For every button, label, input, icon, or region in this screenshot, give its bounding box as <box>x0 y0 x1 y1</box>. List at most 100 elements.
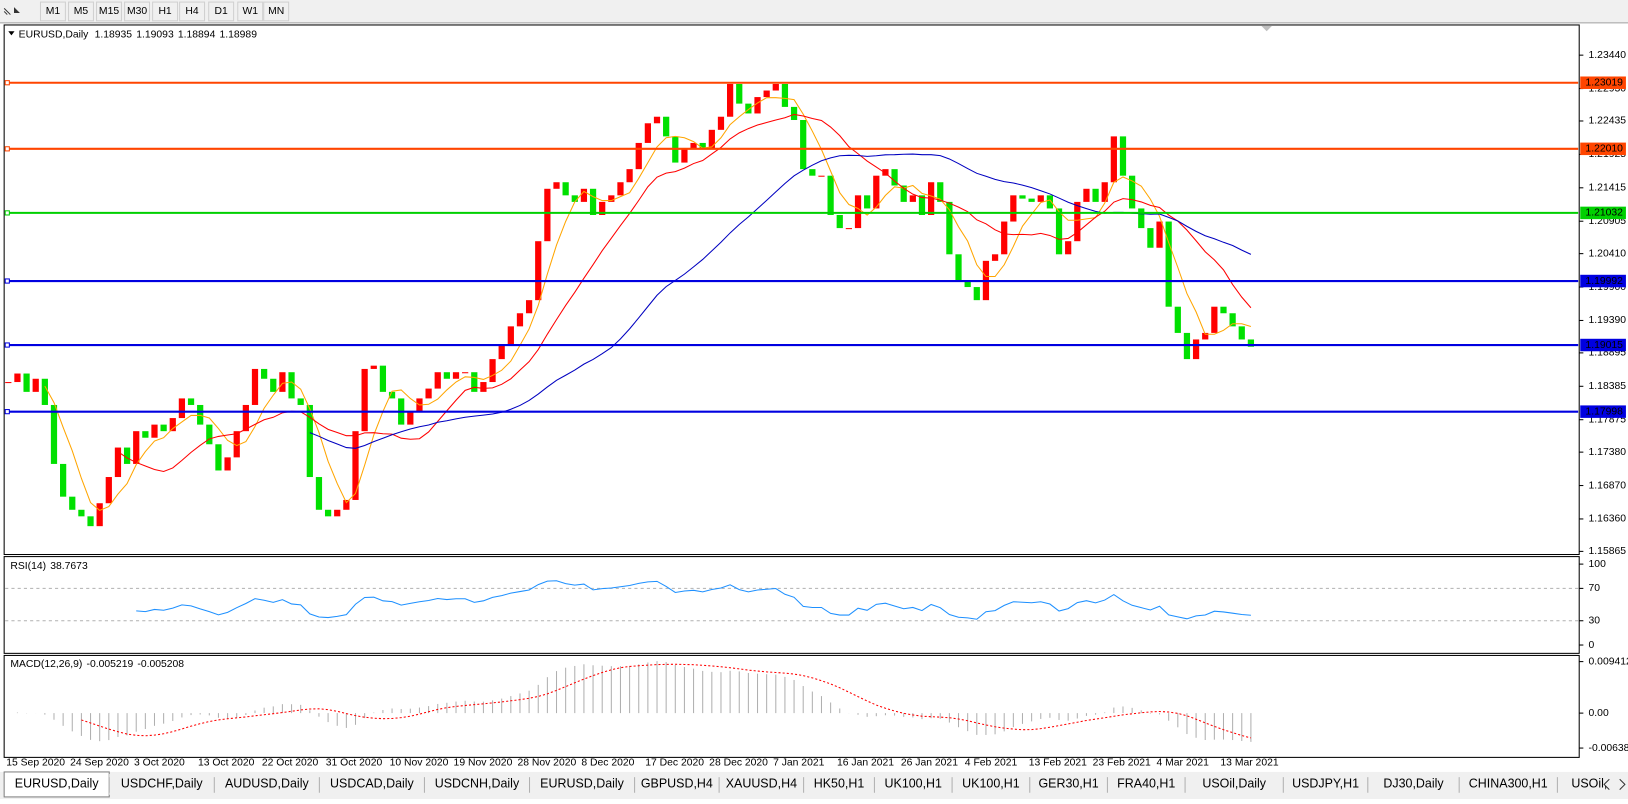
quote-high: 1.19093 <box>136 29 174 40</box>
candle <box>105 477 112 504</box>
tab-label[interactable]: USDCNH,Daily <box>435 777 520 791</box>
level-handle[interactable] <box>4 80 10 86</box>
tab-scroll[interactable] <box>1603 778 1626 791</box>
level-label: 1.23019 <box>1585 77 1623 88</box>
candle <box>708 129 715 150</box>
y-tick-label: 30 <box>1589 615 1601 626</box>
timeframe-button[interactable] <box>124 1 151 22</box>
timeframe-button[interactable] <box>179 1 206 22</box>
candle <box>489 359 496 383</box>
timeframe-button[interactable] <box>237 1 264 22</box>
candle <box>1147 228 1154 248</box>
timeframe-label[interactable]: M30 <box>127 6 147 17</box>
tab[interactable] <box>214 774 320 795</box>
tab-label[interactable]: EURUSD,Daily <box>15 777 100 791</box>
tab[interactable] <box>1185 774 1284 795</box>
x-tick-label: 26 Jan 2021 <box>901 757 958 768</box>
timeframe-label[interactable]: MN <box>268 6 284 17</box>
timeframe-button[interactable] <box>96 1 122 22</box>
tab-label[interactable]: DJ30,Daily <box>1383 777 1444 791</box>
timeframe-button[interactable] <box>39 1 66 22</box>
candle <box>553 182 560 189</box>
tab[interactable] <box>803 774 875 795</box>
timeframe-label[interactable]: H4 <box>185 6 198 17</box>
candle <box>452 372 460 379</box>
candle <box>215 444 222 471</box>
tab[interactable] <box>1557 774 1622 795</box>
tab[interactable] <box>529 774 635 795</box>
timeframe-label[interactable]: M15 <box>99 6 119 17</box>
tab[interactable] <box>874 774 953 795</box>
tab-label[interactable]: XAUUSD,H4 <box>726 777 797 791</box>
timeframe-button[interactable] <box>152 1 179 22</box>
timeframe-button[interactable] <box>263 1 290 22</box>
level-label: 1.17998 <box>1585 406 1623 417</box>
tab-label[interactable]: HK50,H1 <box>814 777 865 791</box>
candle <box>1129 175 1136 209</box>
tab[interactable] <box>952 774 1030 795</box>
toolbar-icon[interactable] <box>3 7 20 15</box>
tab[interactable] <box>1107 774 1186 795</box>
tab-label[interactable]: USOil,Daily <box>1202 777 1266 791</box>
candle <box>133 431 140 464</box>
candle <box>900 185 907 202</box>
candle <box>114 447 122 478</box>
menu-arrow[interactable] <box>8 31 15 36</box>
active-tab[interactable] <box>3 771 110 798</box>
candle <box>197 404 204 425</box>
y-tick-label: 1.22435 <box>1589 116 1627 127</box>
tab[interactable] <box>109 774 215 795</box>
tab-label[interactable]: USOil, <box>1571 777 1607 791</box>
tab-label[interactable]: CHINA300,H1 <box>1469 777 1548 791</box>
timeframe-label[interactable]: D1 <box>215 6 228 17</box>
tab[interactable] <box>634 774 720 795</box>
candle <box>379 365 387 392</box>
x-tick-label: 13 Feb 2021 <box>1029 757 1087 768</box>
tab-label[interactable]: AUDUSD,Daily <box>225 777 310 791</box>
y-tick-label: 1.23440 <box>1589 50 1627 61</box>
candle <box>516 313 524 327</box>
candle <box>937 182 944 202</box>
tab[interactable] <box>1029 774 1108 795</box>
tab[interactable] <box>1459 774 1558 795</box>
price-panel <box>3 24 1580 556</box>
candle <box>434 372 441 389</box>
level-handle[interactable] <box>4 409 10 415</box>
tab-label[interactable]: GBPUSD,H4 <box>641 777 713 791</box>
tab[interactable] <box>1283 774 1368 795</box>
timeframe-button[interactable] <box>208 1 235 22</box>
x-tick-label: 13 Oct 2020 <box>198 757 255 768</box>
y-tick-label: 1.19900 <box>1589 282 1627 293</box>
level-handle[interactable] <box>4 146 10 152</box>
timeframe-label[interactable]: M1 <box>46 6 61 17</box>
tab[interactable] <box>1367 774 1460 795</box>
candle <box>23 373 30 392</box>
candle <box>973 287 980 301</box>
level-handle[interactable] <box>4 278 10 284</box>
timeframe-button[interactable] <box>68 1 94 22</box>
moving-average <box>309 153 1252 449</box>
tab-label[interactable]: USDCHF,Daily <box>121 777 203 791</box>
tab-label[interactable]: GER30,H1 <box>1038 777 1098 791</box>
level-label: 1.21032 <box>1585 208 1623 219</box>
timeframe-label[interactable]: W1 <box>242 6 258 17</box>
tab-label[interactable]: EURUSD,Daily <box>540 777 625 791</box>
tab-label[interactable]: UK100,H1 <box>962 777 1020 791</box>
timeframe-label[interactable]: H1 <box>158 6 171 17</box>
tab-label[interactable]: USDJPY,H1 <box>1292 777 1359 791</box>
macd-signal: -0.005208 <box>137 658 184 669</box>
tab-label[interactable]: FRA40,H1 <box>1117 777 1175 791</box>
level-handle[interactable] <box>4 342 10 348</box>
tab-label[interactable]: USDCAD,Daily <box>330 777 415 791</box>
y-tick-label: 0.009412 <box>1589 656 1628 667</box>
y-tick-label: 1.16360 <box>1589 514 1627 525</box>
tab[interactable] <box>424 774 530 795</box>
timeframe-label[interactable]: M5 <box>74 6 89 17</box>
candle <box>297 398 304 405</box>
tab[interactable] <box>319 774 425 795</box>
tab-label[interactable]: UK100,H1 <box>885 777 943 791</box>
level-handle[interactable] <box>4 210 10 216</box>
tab[interactable] <box>719 774 804 795</box>
y-tick-label: 0.00 <box>1589 708 1609 719</box>
candle <box>251 368 259 405</box>
